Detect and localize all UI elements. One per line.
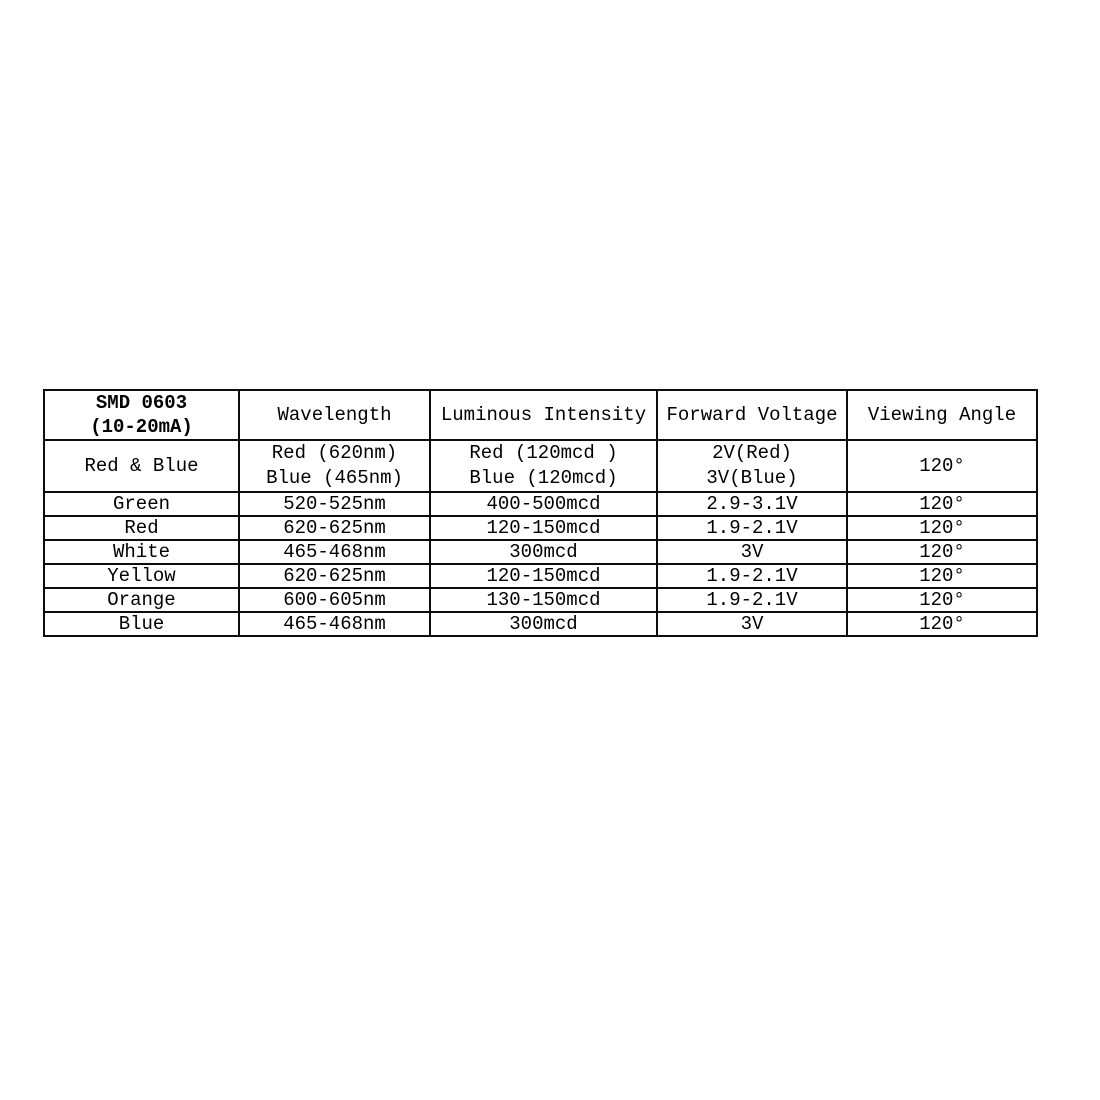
product-current-rating: (10-20mA) — [90, 416, 193, 438]
voltage-red-line: 2V(Red) — [712, 442, 792, 464]
header-luminous-intensity: Luminous Intensity — [429, 389, 658, 441]
wavelength-red-line: Red (620nm) — [271, 442, 398, 464]
intensity-cell: 120-150mcd — [429, 515, 658, 541]
intensity-cell: 300mcd — [429, 611, 658, 637]
table-row-red-blue: Red & Blue Red (620nm) Blue (465nm) Red … — [43, 439, 1038, 493]
color-name-cell: Blue — [43, 611, 240, 637]
viewing-angle-cell: 120° — [846, 563, 1038, 589]
color-name-cell: Orange — [43, 587, 240, 613]
table-row-yellow: Yellow 620-625nm 120-150mcd 1.9-2.1V 120… — [43, 563, 1038, 589]
voltage-cell: 3V — [656, 539, 848, 565]
viewing-angle-cell: 120° — [846, 539, 1038, 565]
header-forward-voltage: Forward Voltage — [656, 389, 848, 441]
table-row-orange: Orange 600-605nm 130-150mcd 1.9-2.1V 120… — [43, 587, 1038, 613]
voltage-cell: 1.9-2.1V — [656, 515, 848, 541]
table-row-red: Red 620-625nm 120-150mcd 1.9-2.1V 120° — [43, 515, 1038, 541]
table-row-white: White 465-468nm 300mcd 3V 120° — [43, 539, 1038, 565]
intensity-cell: 300mcd — [429, 539, 658, 565]
wavelength-cell: 465-468nm — [238, 611, 431, 637]
viewing-angle-cell: 120° — [846, 439, 1038, 493]
product-name: SMD 0603 — [95, 392, 188, 414]
intensity-red-line: Red (120mcd ) — [469, 442, 618, 464]
product-header-cell: SMD 0603 (10-20mA) — [43, 389, 240, 441]
intensity-cell: 130-150mcd — [429, 587, 658, 613]
color-name-cell: White — [43, 539, 240, 565]
table-row-blue: Blue 465-468nm 300mcd 3V 120° — [43, 611, 1038, 637]
voltage-cell: 2V(Red) 3V(Blue) — [656, 439, 848, 493]
wavelength-cell: 620-625nm — [238, 563, 431, 589]
header-viewing-angle: Viewing Angle — [846, 389, 1038, 441]
intensity-blue-line: Blue (120mcd) — [469, 467, 618, 489]
header-row: SMD 0603 (10-20mA) Wavelength Luminous I… — [43, 389, 1038, 441]
voltage-cell: 3V — [656, 611, 848, 637]
voltage-cell: 1.9-2.1V — [656, 563, 848, 589]
wavelength-cell: 520-525nm — [238, 491, 431, 517]
table-row-green: Green 520-525nm 400-500mcd 2.9-3.1V 120° — [43, 491, 1038, 517]
intensity-cell: 400-500mcd — [429, 491, 658, 517]
voltage-blue-line: 3V(Blue) — [706, 467, 798, 489]
color-name-cell: Red & Blue — [43, 439, 240, 493]
intensity-cell: Red (120mcd ) Blue (120mcd) — [429, 439, 658, 493]
voltage-cell: 1.9-2.1V — [656, 587, 848, 613]
viewing-angle-cell: 120° — [846, 587, 1038, 613]
header-wavelength: Wavelength — [238, 389, 431, 441]
color-name-cell: Yellow — [43, 563, 240, 589]
voltage-cell: 2.9-3.1V — [656, 491, 848, 517]
viewing-angle-cell: 120° — [846, 515, 1038, 541]
wavelength-cell: 620-625nm — [238, 515, 431, 541]
intensity-cell: 120-150mcd — [429, 563, 658, 589]
viewing-angle-cell: 120° — [846, 611, 1038, 637]
wavelength-blue-line: Blue (465nm) — [266, 467, 403, 489]
viewing-angle-cell: 120° — [846, 491, 1038, 517]
wavelength-cell: 600-605nm — [238, 587, 431, 613]
color-name-cell: Green — [43, 491, 240, 517]
led-spec-table: SMD 0603 (10-20mA) Wavelength Luminous I… — [43, 389, 1038, 637]
wavelength-cell: 465-468nm — [238, 539, 431, 565]
wavelength-cell: Red (620nm) Blue (465nm) — [238, 439, 431, 493]
color-name-cell: Red — [43, 515, 240, 541]
